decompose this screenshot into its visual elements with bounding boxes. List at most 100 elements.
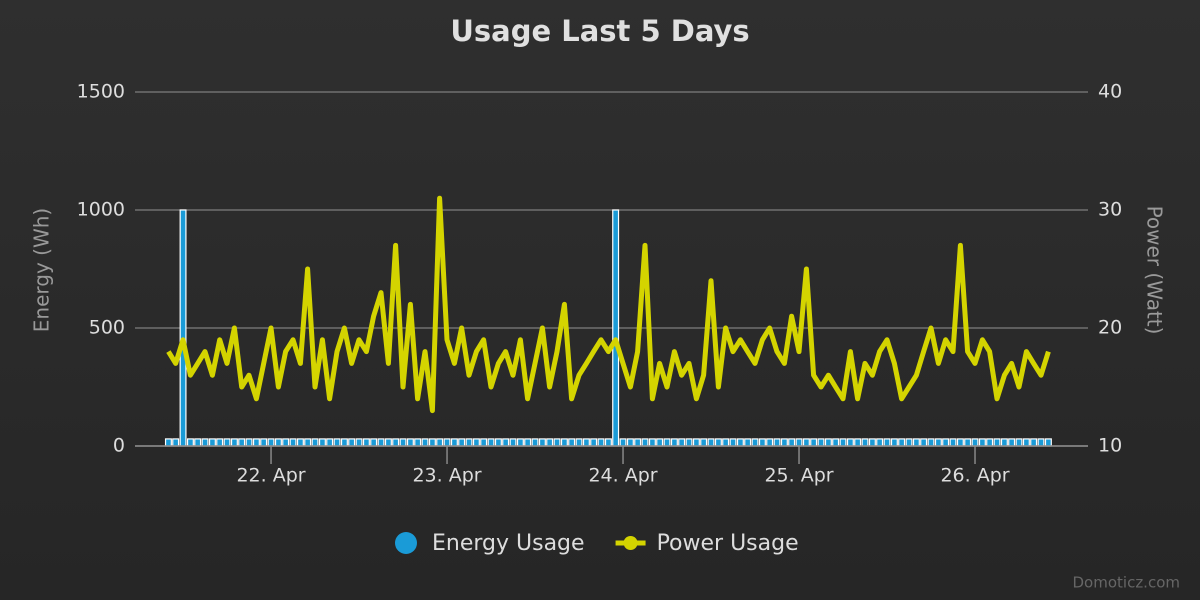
energy-bar [956,438,964,447]
energy-bar [194,438,202,447]
energy-bar [216,438,224,447]
energy-bar [861,438,869,447]
energy-bar [230,438,238,447]
power-line [166,195,1051,414]
energy-bar [898,438,906,447]
energy-bar [978,438,986,447]
x-tick-label: 26. Apr [940,465,1009,487]
energy-bar [355,438,363,447]
energy-bar [553,438,561,447]
energy-bar [949,438,957,447]
energy-bar [406,438,414,447]
energy-bar [377,438,385,447]
energy-bar [780,438,788,447]
energy-bar [538,438,546,447]
energy-bar [289,438,297,447]
y-tick-label: 1500 [77,81,125,103]
energy-bar [546,438,554,447]
energy-bar [1015,438,1023,447]
y2-tick-label: 10 [1098,435,1122,457]
energy-bar [340,438,348,447]
legend-marker [395,532,417,554]
energy-bar [890,438,898,447]
energy-bar [436,438,444,447]
energy-bar [282,438,290,447]
energy-bar [480,438,488,447]
energy-bar [494,438,502,447]
energy-bar [179,209,187,447]
energy-bar [392,438,400,447]
energy-bar [729,438,737,447]
legend-marker [623,536,638,550]
energy-bar [802,438,810,447]
energy-bar [986,438,994,447]
energy-bar [663,438,671,447]
y2-axis-title: Power (Watt) [1143,206,1167,335]
energy-bar [311,438,319,447]
energy-bar [590,438,598,447]
energy-bar [1022,438,1030,447]
energy-bar [509,438,517,447]
energy-bar [582,438,590,447]
energy-bar [839,438,847,447]
energy-bar [1000,438,1008,447]
energy-bar [333,438,341,447]
energy-bar [458,438,466,447]
x-tick-label: 24. Apr [588,465,657,487]
energy-bar [201,438,209,447]
energy-bar [883,438,891,447]
energy-bar [846,438,854,447]
energy-bar [1008,438,1016,447]
energy-bar [744,438,752,447]
x-tick-label: 23. Apr [412,465,481,487]
energy-bar [788,438,796,447]
energy-bar [252,438,260,447]
y-tick-label: 500 [89,317,125,339]
energy-bar [164,438,172,447]
energy-bar [656,438,664,447]
energy-bar [773,438,781,447]
energy-bar [326,438,334,447]
energy-bar [824,438,832,447]
y2-tick-label: 20 [1098,317,1122,339]
energy-bar [604,438,612,447]
energy-bar [912,438,920,447]
energy-bar [245,438,253,447]
energy-bar [443,438,451,447]
energy-bar [465,438,473,447]
y2-tick-label: 40 [1098,81,1122,103]
energy-bar [905,438,913,447]
energy-bar [568,438,576,447]
energy-bar [670,438,678,447]
energy-bar [868,438,876,447]
energy-bar [414,438,422,447]
legend-label: Power Usage [657,531,799,556]
energy-bar [186,438,194,447]
energy-bar [274,438,282,447]
y-tick-label: 0 [113,435,125,457]
energy-bar [993,438,1001,447]
energy-bar [208,438,216,447]
energy-bar [619,438,627,447]
energy-bar [238,438,246,447]
energy-bar [758,438,766,447]
energy-bar [810,438,818,447]
energy-bar [370,438,378,447]
energy-bar [934,438,942,447]
energy-bar [318,438,326,447]
legend-label: Energy Usage [432,531,585,556]
y-tick-label: 1000 [77,199,125,221]
energy-bar [700,438,708,447]
energy-bar [267,438,275,447]
energy-bar [766,438,774,447]
energy-bar [531,438,539,447]
energy-bar [942,438,950,447]
energy-bar [223,438,231,447]
energy-bar [685,438,693,447]
energy-bar [348,438,356,447]
energy-bar [421,438,429,447]
credits: Domoticz.com [1073,574,1181,592]
energy-bar [817,438,825,447]
energy-bar [971,438,979,447]
